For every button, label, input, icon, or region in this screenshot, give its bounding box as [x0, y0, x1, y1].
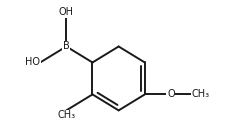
Text: HO: HO — [25, 57, 40, 67]
Text: OH: OH — [59, 7, 74, 17]
Text: CH₃: CH₃ — [57, 110, 75, 120]
Text: O: O — [166, 89, 174, 99]
Text: CH₃: CH₃ — [191, 89, 208, 99]
Text: B: B — [63, 42, 69, 51]
